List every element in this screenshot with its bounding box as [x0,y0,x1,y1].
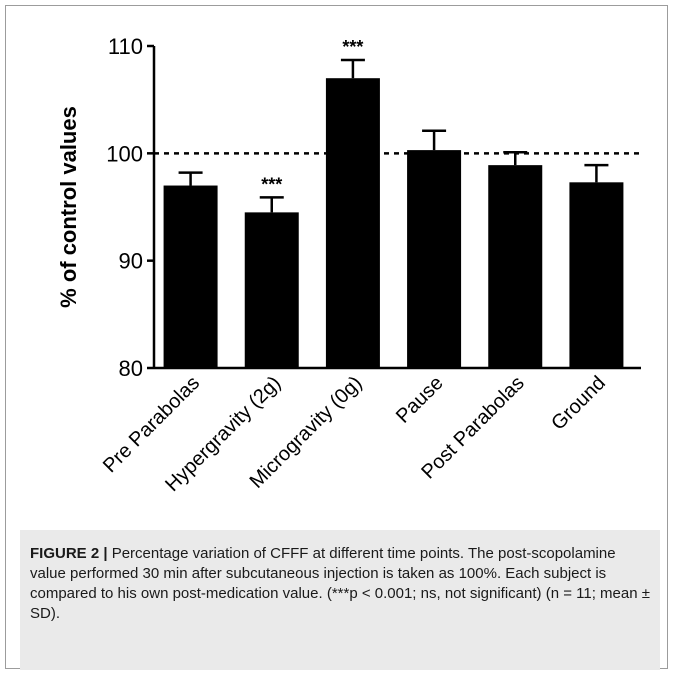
bar [407,150,462,368]
y-axis-title: % of control values [56,106,81,308]
y-tick-label: 90 [119,249,143,274]
y-tick-label: 100 [106,141,143,166]
bar [244,212,299,368]
bar [569,182,624,368]
x-tick-label: Pause [392,372,448,428]
caption-text: Percentage variation of CFFF at differen… [30,545,650,622]
bar [488,165,543,368]
figure-frame: 80 90 100 110% of control values Pre Parabol… [5,5,668,670]
significance-label: *** [342,37,363,57]
bars [154,58,641,368]
x-tick-label: Ground [547,372,610,435]
y-tick-label: 80 [119,356,143,381]
y-tick-label: 110 [108,34,143,59]
axes [147,44,641,370]
figure-caption: FIGURE 2 | Percentage variation of CFFF … [20,530,660,670]
significance-label: *** [261,174,282,194]
bar [163,185,218,368]
bar [325,78,380,368]
caption-label: FIGURE 2 | [30,545,108,562]
